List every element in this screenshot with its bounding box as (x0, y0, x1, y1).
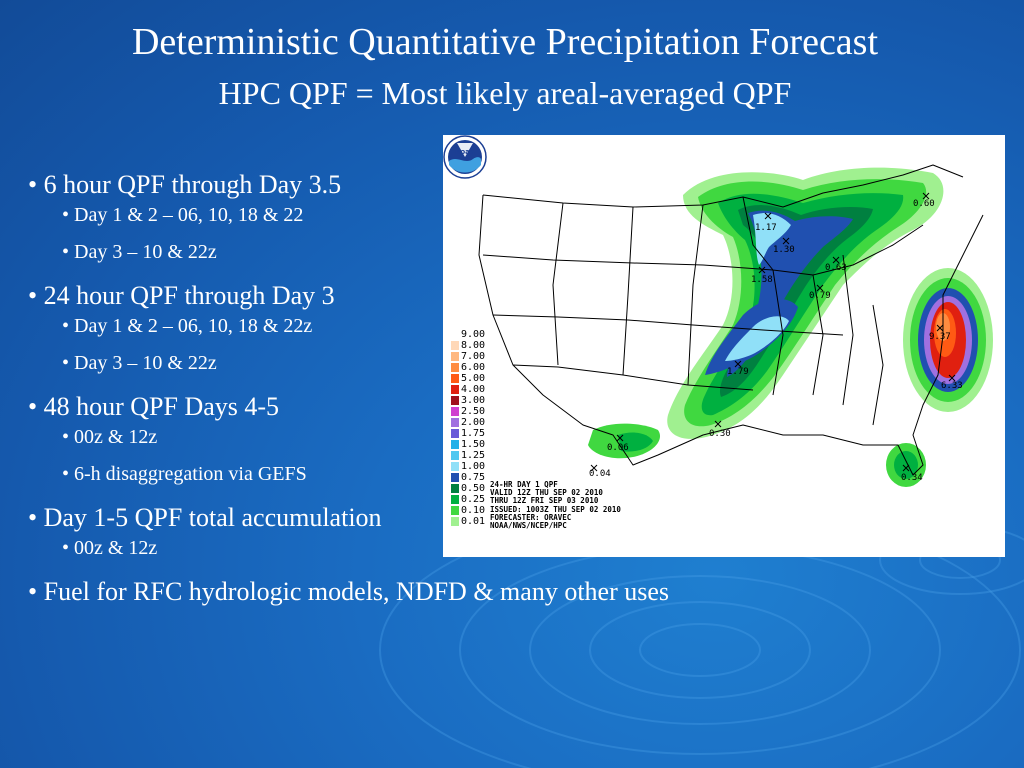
sub-bullet: • Day 1 & 2 – 06, 10, 18 & 22 (62, 204, 304, 226)
bullet-fuel-for-models: • Fuel for RFC hydrologic models, NDFD &… (28, 577, 670, 606)
bullet-6hr-qpf: • 6 hour QPF through Day 3.5 (28, 170, 342, 199)
precip-legend: 9.00 8.00 7.00 6.00 5.00 4.00 3.00 2.50 2.00 1.75… (451, 329, 486, 527)
legend-entry: 1.50 (451, 439, 486, 450)
map-value-label: 1.17 (755, 223, 777, 233)
map-value-label: 0.79 (809, 291, 831, 301)
slide-subtitle: HPC QPF = Most likely areal-averaged QPF (218, 75, 792, 111)
legend-value: 1.75 (461, 428, 486, 439)
legend-entry: 0.01 (451, 516, 486, 527)
slide-title: Deterministic Quantitative Precipitation… (131, 21, 879, 63)
legend-entry: 0.50 (451, 483, 486, 494)
legend-value: 9.00 (461, 329, 486, 340)
map-value-label: 6.33 (941, 381, 963, 391)
map-value-label: 1.58 (751, 275, 773, 285)
caption-line: FORECASTER: ORAVEC (490, 512, 572, 522)
legend-entry: 5.00 (451, 373, 486, 384)
legend-entry: 3.00 (451, 395, 486, 406)
legend-swatch (451, 407, 459, 416)
sub-bullet: • 00z & 12z (62, 537, 158, 559)
legend-entry: 0.10 (451, 505, 486, 516)
qpf-map-image: 1.17 1.30 1.58 0.63 0.79 0.60 9.37 6.33 … (443, 135, 1005, 557)
map-value-label: 0.06 (607, 443, 629, 453)
legend-value: 1.00 (461, 461, 486, 472)
legend-swatch (451, 440, 459, 449)
legend-swatch (451, 352, 459, 361)
legend-swatch (451, 385, 459, 394)
legend-swatch (451, 341, 459, 350)
us-qpf-map (478, 164, 993, 487)
legend-swatch (451, 429, 459, 438)
map-value-label: 0.60 (913, 199, 935, 209)
legend-entry: 6.00 (451, 362, 486, 373)
legend-value: 8.00 (461, 340, 486, 351)
sub-bullet: • 00z & 12z (62, 426, 158, 448)
legend-value: 0.10 (461, 505, 486, 516)
legend-value: 2.00 (461, 417, 486, 428)
caption-line: VALID 12Z THU SEP 02 2010 (490, 488, 603, 498)
legend-value: 6.00 (461, 362, 486, 373)
noaa-logo-text: noaa (455, 148, 475, 156)
legend-entry: 1.75 (451, 428, 486, 439)
legend-swatch (451, 462, 459, 471)
sub-bullet: • Day 3 – 10 & 22z (62, 352, 217, 374)
legend-swatch (451, 363, 459, 372)
legend-swatch (451, 396, 459, 405)
caption-line: 24-HR DAY 1 QPF (490, 480, 558, 489)
map-value-label: 0.04 (589, 469, 611, 479)
map-caption: 24-HR DAY 1 QPF VALID 12Z THU SEP 02 201… (490, 480, 750, 531)
legend-entry: 9.00 (451, 329, 486, 340)
legend-value: 1.25 (461, 450, 486, 461)
state-boundaries (478, 164, 984, 476)
legend-swatch (451, 418, 459, 427)
caption-line: NOAA/NWS/NCEP/HPC (490, 521, 567, 531)
legend-value: 0.01 (461, 516, 486, 527)
legend-entry: 8.00 (451, 340, 486, 351)
legend-entry: 4.00 (451, 384, 486, 395)
legend-value: 5.00 (461, 373, 486, 384)
map-value-label: 1.30 (773, 245, 795, 255)
legend-entry: 2.50 (451, 406, 486, 417)
legend-swatch (451, 473, 459, 482)
legend-value: 4.00 (461, 384, 486, 395)
legend-swatch (451, 374, 459, 383)
bullet-48hr-qpf: • 48 hour QPF Days 4-5 (28, 392, 280, 421)
legend-swatch (451, 484, 459, 493)
map-value-label: 1.79 (727, 367, 749, 377)
legend-entry: 2.00 (451, 417, 486, 428)
point-markers (590, 192, 956, 472)
legend-swatch (451, 495, 459, 504)
legend-value: 0.75 (461, 472, 486, 483)
map-value-label: 0.34 (901, 473, 923, 483)
legend-value: 0.50 (461, 483, 486, 494)
legend-value: 2.50 (461, 406, 486, 417)
sub-bullet: • 6-h disaggregation via GEFS (62, 463, 307, 485)
legend-swatch (451, 330, 459, 339)
legend-value: 7.00 (461, 351, 486, 362)
legend-swatch (451, 517, 459, 526)
bullet-day1-5-total: • Day 1-5 QPF total accumulation (28, 503, 382, 532)
map-value-label: 0.63 (825, 263, 847, 273)
caption-line: ISSUED: 1003Z THU SEP 02 2010 (490, 504, 621, 514)
caption-line: THRU 12Z FRI SEP 03 2010 (490, 496, 599, 506)
sub-bullet: • Day 3 – 10 & 22z (62, 241, 217, 263)
sub-bullet: • Day 1 & 2 – 06, 10, 18 & 22z (62, 315, 313, 337)
legend-entry: 0.25 (451, 494, 486, 505)
legend-value: 3.00 (461, 395, 486, 406)
bullet-list: • 6 hour QPF through Day 3.5 • Day 1 & 2… (28, 168, 908, 609)
legend-entry: 1.00 (451, 461, 486, 472)
bullet-24hr-qpf: • 24 hour QPF through Day 3 (28, 281, 335, 310)
legend-entry: 7.00 (451, 351, 486, 362)
legend-swatch (451, 506, 459, 515)
precip-field (588, 167, 993, 487)
legend-swatch (451, 451, 459, 460)
noaa-logo-icon: noaa (443, 135, 487, 179)
map-value-label: 0.30 (709, 429, 731, 439)
legend-entry: 0.75 (451, 472, 486, 483)
legend-entry: 1.25 (451, 450, 486, 461)
legend-value: 0.25 (461, 494, 486, 505)
legend-value: 1.50 (461, 439, 486, 450)
map-value-label: 9.37 (929, 332, 951, 342)
